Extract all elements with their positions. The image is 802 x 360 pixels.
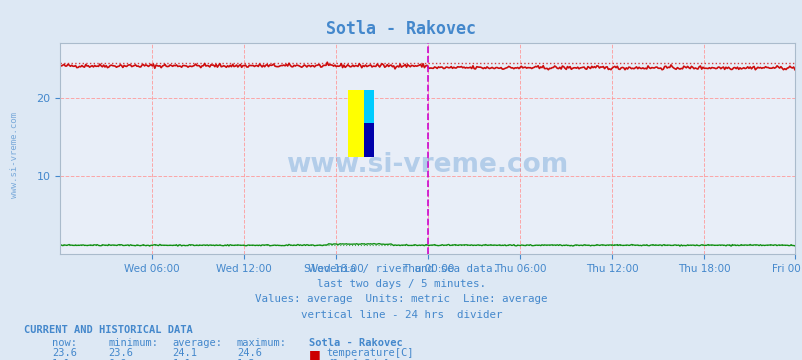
Text: www.si-vreme.com: www.si-vreme.com (286, 152, 568, 178)
Text: 1.3: 1.3 (237, 359, 255, 360)
Text: ■: ■ (309, 348, 321, 360)
Bar (347, 90, 363, 157)
Text: Sotla - Rakovec: Sotla - Rakovec (326, 20, 476, 38)
Text: CURRENT AND HISTORICAL DATA: CURRENT AND HISTORICAL DATA (24, 325, 192, 335)
Text: minimum:: minimum: (108, 338, 158, 348)
Text: Sotla - Rakovec: Sotla - Rakovec (309, 338, 403, 348)
Text: vertical line - 24 hrs  divider: vertical line - 24 hrs divider (301, 310, 501, 320)
Text: last two days / 5 minutes.: last two days / 5 minutes. (317, 279, 485, 289)
Bar (363, 123, 374, 157)
Text: Values: average  Units: metric  Line: average: Values: average Units: metric Line: aver… (255, 294, 547, 305)
Text: 1.1: 1.1 (172, 359, 191, 360)
Text: now:: now: (52, 338, 77, 348)
Text: 23.6: 23.6 (52, 348, 77, 359)
Text: temperature[C]: temperature[C] (326, 348, 414, 359)
Text: 24.6: 24.6 (237, 348, 261, 359)
Text: 0.9: 0.9 (108, 359, 127, 360)
Text: flow[m3/s]: flow[m3/s] (326, 359, 389, 360)
Text: average:: average: (172, 338, 222, 348)
Text: 24.1: 24.1 (172, 348, 197, 359)
Text: ■: ■ (309, 359, 321, 360)
Bar (363, 90, 374, 123)
Text: maximum:: maximum: (237, 338, 286, 348)
Text: 23.6: 23.6 (108, 348, 133, 359)
Text: 1.1: 1.1 (52, 359, 71, 360)
Text: Slovenia / river and sea data.: Slovenia / river and sea data. (304, 264, 498, 274)
Text: www.si-vreme.com: www.si-vreme.com (10, 112, 18, 198)
